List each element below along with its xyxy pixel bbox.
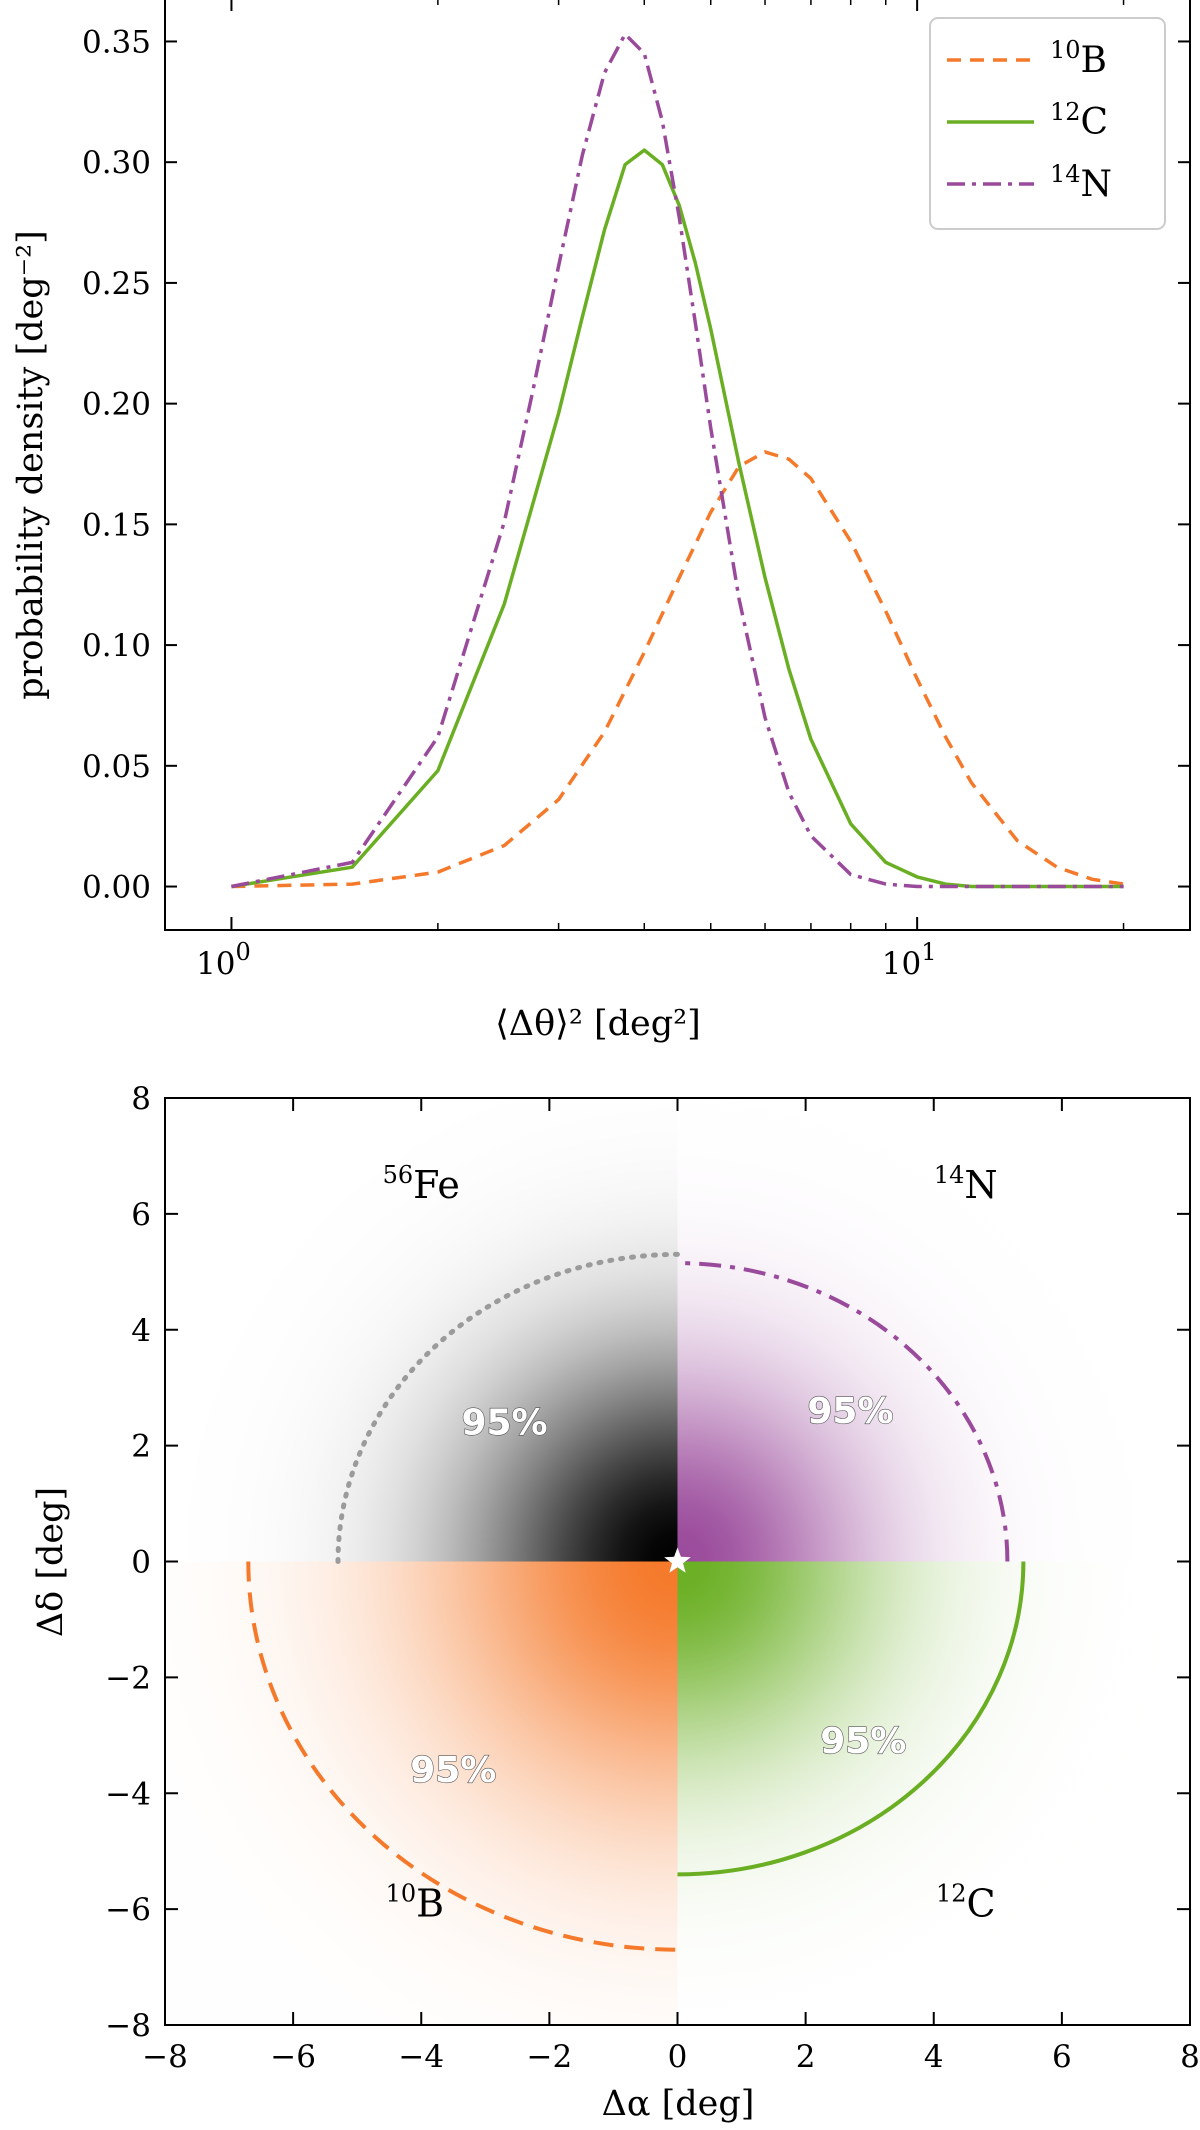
density-plot: 0.00 0.05 0.10 0.15 0.20 0.25 0.30 0.35 100 101 1… (11, 0, 1191, 1044)
quadrant-label-boron: 10B (386, 1879, 444, 1925)
skymap-contours (246, 1251, 1026, 1952)
skymap-y-tick-label: 4 (131, 1313, 151, 1349)
legend-label-boron: 10B (1050, 36, 1107, 81)
quadrant-boron (165, 1561, 678, 2025)
contour-95-nitrogen (677, 1261, 1010, 1562)
legend-mass-carbon: 12 (1050, 98, 1081, 126)
density-ticks: 0.00 0.05 0.10 0.15 0.20 0.25 0.30 0.35 100 101 (82, 0, 1190, 982)
legend-label-carbon: 12C (1050, 98, 1108, 143)
skymap-y-tick-label: −8 (105, 2008, 151, 2044)
skymap-y-tick-label: 2 (131, 1429, 151, 1465)
skymap-x-tick-label: 2 (796, 2039, 816, 2075)
skymap-x-tick-label: −2 (527, 2039, 573, 2075)
percent-label-iron: 95% (461, 1402, 547, 1443)
density-y-tick-label: 0.20 (82, 387, 151, 423)
density-y-tick-label: 0.10 (82, 628, 151, 664)
center-star-icon (664, 1547, 691, 1573)
density-y-tick-label: 0.35 (82, 24, 151, 60)
contour-95-carbon (677, 1561, 1026, 1877)
legend-mass-boron: 10 (1050, 36, 1081, 64)
density-legend: 10B 12C 14N (929, 17, 1166, 230)
density-curves (231, 32, 1124, 889)
skymap-y-axis-label: Δδ [deg] (31, 1487, 71, 1637)
density-x-axis-label: ⟨Δθ⟩² [deg²] (495, 1004, 701, 1044)
quadrant-label-nitrogen: 14N (934, 1161, 998, 1207)
density-x-tick-label: 101 (882, 938, 937, 982)
skymap-y-tick-label: 8 (131, 1081, 151, 1117)
skymap-y-tick-label: 0 (131, 1545, 151, 1581)
percent-label-carbon: 95% (820, 1721, 906, 1762)
skymap-labels: 56Fe 95% 14N 95% 10B 95% 12C 95% (383, 1161, 998, 1925)
skymap-y-tick-label: −4 (105, 1776, 151, 1812)
skymap-y-tick-label: −6 (105, 1892, 151, 1928)
skymap-quadrants (165, 1098, 1190, 2025)
skymap-y-tick-label: 6 (131, 1197, 151, 1233)
quadrant-label-carbon: 12C (936, 1879, 996, 1925)
density-y-tick-label: 0.25 (82, 266, 151, 302)
skymap-plot: −8 −6 −4 −2 0 2 4 6 8 −8 −6 −4 −2 0 2 4 6 8 56Fe 95% 14N 95%… (31, 1081, 1200, 2124)
skymap-y-tick-label: −2 (105, 1660, 151, 1696)
quadrant-nitrogen (677, 1098, 1190, 1562)
skymap-plot-frame (164, 1097, 1191, 2026)
density-y-tick-label: 0.05 (82, 749, 151, 785)
percent-label-nitrogen: 95% (807, 1391, 893, 1432)
legend-label-nitrogen: 14N (1050, 160, 1112, 205)
percent-label-boron: 95% (410, 1750, 496, 1791)
legend-element-carbon: C (1081, 102, 1109, 143)
density-curve-boron (231, 450, 1124, 889)
legend-box (929, 17, 1166, 230)
legend-element-boron: B (1081, 40, 1107, 81)
legend-mass-nitrogen: 14 (1050, 160, 1081, 188)
skymap-x-tick-label: 0 (668, 2039, 688, 2075)
skymap-x-tick-label: 6 (1052, 2039, 1072, 2075)
skymap-x-tick-label: −6 (270, 2039, 316, 2075)
skymap-x-axis-label: Δα [deg] (602, 2084, 755, 2124)
density-plot-frame (164, 0, 1191, 931)
skymap-x-tick-label: −4 (398, 2039, 444, 2075)
quadrant-iron (165, 1098, 678, 1562)
density-y-tick-label: 0.15 (82, 507, 151, 543)
quadrant-carbon (677, 1561, 1190, 2025)
density-y-tick-label: 0.00 (82, 870, 151, 906)
skymap-x-tick-label: −8 (142, 2039, 188, 2075)
legend-element-nitrogen: N (1081, 164, 1113, 205)
quadrant-label-iron: 56Fe (383, 1161, 460, 1207)
skymap-x-tick-label: 4 (924, 2039, 944, 2075)
density-curve-nitrogen (231, 32, 1124, 889)
density-y-axis-label: probability density [deg⁻²] (11, 230, 51, 700)
contour-95-iron (335, 1251, 680, 1564)
skymap-x-tick-label: 8 (1180, 2039, 1200, 2075)
contour-95-boron (246, 1561, 678, 1952)
density-y-tick-label: 0.30 (82, 145, 151, 181)
density-x-tick-label: 100 (196, 938, 251, 982)
